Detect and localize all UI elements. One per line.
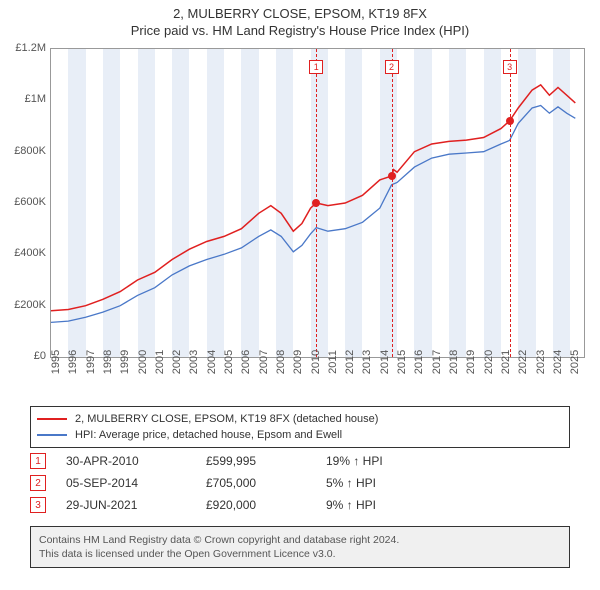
legend: 2, MULBERRY CLOSE, EPSOM, KT19 8FX (deta… [30,406,570,448]
sales-table: 1 30-APR-2010 £599,995 19% ↑ HPI 2 05-SE… [30,450,570,516]
y-axis-tick-label: £200K [0,299,46,311]
x-axis-tick-label: 2021 [500,350,512,374]
x-axis-tick-label: 2020 [483,350,495,374]
sale-price: £705,000 [206,476,326,490]
sale-marker-icon: 1 [30,453,46,469]
x-axis-tick-label: 2014 [379,350,391,374]
legend-item: HPI: Average price, detached house, Epso… [37,427,563,443]
legend-swatch [37,418,67,420]
sale-marker-icon: 2 [30,475,46,491]
sale-price: £599,995 [206,454,326,468]
sale-date: 05-SEP-2014 [66,476,206,490]
x-axis-tick-label: 2023 [535,350,547,374]
legend-swatch [37,434,67,436]
x-axis-tick-label: 2001 [154,350,166,374]
sale-row: 3 29-JUN-2021 £920,000 9% ↑ HPI [30,494,570,516]
sale-row: 2 05-SEP-2014 £705,000 5% ↑ HPI [30,472,570,494]
sale-dot [388,172,396,180]
legend-item: 2, MULBERRY CLOSE, EPSOM, KT19 8FX (deta… [37,411,563,427]
sale-diff: 5% ↑ HPI [326,476,436,490]
x-axis-tick-label: 2002 [171,350,183,374]
sale-date: 30-APR-2010 [66,454,206,468]
x-axis-tick-label: 2011 [327,350,339,374]
x-axis-tick-label: 2007 [258,350,270,374]
sale-diff: 19% ↑ HPI [326,454,436,468]
legend-label: HPI: Average price, detached house, Epso… [75,429,342,441]
series-hpi [51,106,575,323]
x-axis-tick-label: 1998 [102,350,114,374]
x-axis-tick-label: 2004 [206,350,218,374]
sale-vline [510,49,511,357]
x-axis-tick-label: 2012 [344,350,356,374]
y-axis-tick-label: £0 [0,350,46,362]
chart-title-sub: Price paid vs. HM Land Registry's House … [0,21,600,44]
x-axis-tick-label: 2015 [396,350,408,374]
sale-price: £920,000 [206,498,326,512]
footer-attribution: Contains HM Land Registry data © Crown c… [30,526,570,568]
footer-line: This data is licensed under the Open Gov… [39,547,561,561]
x-axis-tick-label: 2016 [413,350,425,374]
y-axis-tick-label: £400K [0,247,46,259]
legend-label: 2, MULBERRY CLOSE, EPSOM, KT19 8FX (deta… [75,413,378,425]
x-axis-tick-label: 2008 [275,350,287,374]
sale-dot [506,117,514,125]
y-axis-tick-label: £1M [0,93,46,105]
sale-date: 29-JUN-2021 [66,498,206,512]
y-axis-tick-label: £800K [0,145,46,157]
sale-dot [312,199,320,207]
sale-marker-on-plot: 1 [309,60,323,74]
x-axis-tick-label: 1995 [50,350,62,374]
series-price_paid [51,85,575,311]
x-axis-tick-label: 2000 [137,350,149,374]
y-axis-tick-label: £600K [0,196,46,208]
x-axis-tick-label: 1997 [85,350,97,374]
x-axis-tick-label: 2017 [431,350,443,374]
sale-marker-icon: 3 [30,497,46,513]
x-axis-tick-label: 2024 [552,350,564,374]
sale-marker-on-plot: 3 [503,60,517,74]
sale-marker-on-plot: 2 [385,60,399,74]
x-axis-tick-label: 2006 [240,350,252,374]
x-axis-tick-label: 2009 [292,350,304,374]
x-axis-tick-label: 1999 [119,350,131,374]
y-axis-tick-label: £1.2M [0,42,46,54]
x-axis-tick-label: 2025 [569,350,581,374]
x-axis-tick-label: 1996 [67,350,79,374]
x-axis-tick-label: 2019 [465,350,477,374]
x-axis-tick-label: 2005 [223,350,235,374]
sale-vline [392,49,393,357]
x-axis-tick-label: 2003 [188,350,200,374]
x-axis-tick-label: 2013 [361,350,373,374]
x-axis-tick-label: 2022 [517,350,529,374]
footer-line: Contains HM Land Registry data © Crown c… [39,533,561,547]
chart-plot-area: 1 2 3 [50,48,585,358]
x-axis-tick-label: 2018 [448,350,460,374]
chart-title-address: 2, MULBERRY CLOSE, EPSOM, KT19 8FX [0,0,600,21]
x-axis-tick-label: 2010 [310,350,322,374]
sale-row: 1 30-APR-2010 £599,995 19% ↑ HPI [30,450,570,472]
sale-diff: 9% ↑ HPI [326,498,436,512]
